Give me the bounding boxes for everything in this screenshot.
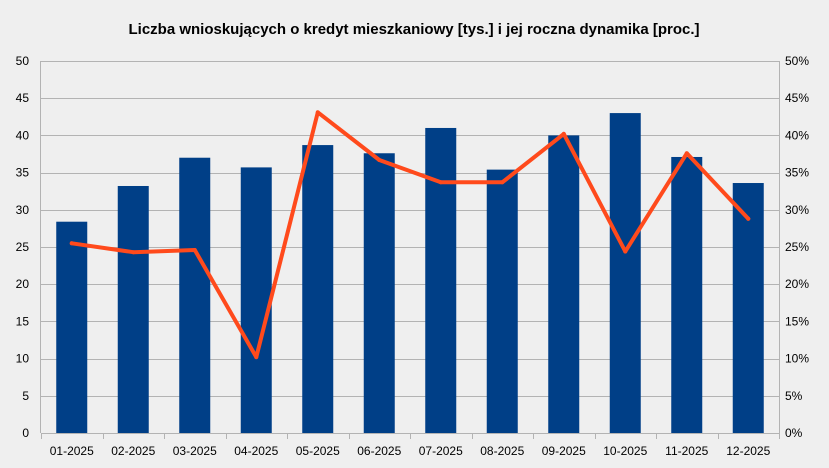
x-tick-label: 12-2025	[726, 444, 770, 458]
bar	[732, 183, 764, 433]
y2-tick-label: 35%	[785, 166, 809, 180]
y2-tick-label: 40%	[785, 128, 809, 142]
y2-tick-label: 45%	[785, 91, 809, 105]
line-point	[746, 216, 751, 221]
bar	[363, 153, 395, 434]
x-tick-label: 01-2025	[50, 444, 94, 458]
y-tick-label: 50	[16, 54, 30, 68]
y-tick-label: 5	[22, 389, 29, 403]
bar	[302, 145, 334, 433]
y2-tick-label: 10%	[785, 352, 809, 366]
bar	[56, 221, 88, 433]
line-point	[684, 151, 689, 156]
x-tick-label: 09-2025	[542, 444, 586, 458]
y-tick-label: 45	[16, 91, 30, 105]
bar	[425, 127, 457, 434]
bar	[117, 185, 149, 433]
y2-tick-label: 20%	[785, 277, 809, 291]
bar	[240, 167, 272, 433]
x-tick-label: 03-2025	[173, 444, 217, 458]
x-tick-label: 10-2025	[603, 444, 647, 458]
y-tick-label: 40	[16, 128, 30, 142]
bar	[548, 135, 580, 433]
x-tick-label: 06-2025	[357, 444, 401, 458]
line-point	[377, 157, 382, 162]
y2-tick-label: 30%	[785, 203, 809, 217]
line-point	[192, 247, 197, 252]
bar	[671, 156, 703, 433]
y-tick-label: 30	[16, 203, 30, 217]
y-tick-label: 35	[16, 166, 30, 180]
y2-tick-label: 5%	[785, 389, 803, 403]
y2-tick-label: 15%	[785, 314, 809, 328]
line-point	[561, 131, 566, 136]
chart-title: Liczba wnioskujących o kredyt mieszkanio…	[128, 21, 699, 38]
x-tick-label: 08-2025	[480, 444, 524, 458]
x-tick-label: 07-2025	[419, 444, 463, 458]
y-tick-label: 20	[16, 277, 30, 291]
x-tick-label: 02-2025	[111, 444, 155, 458]
x-tick-label: 05-2025	[296, 444, 340, 458]
y2-tick-label: 0%	[785, 426, 803, 440]
x-tick-label: 11-2025	[665, 444, 708, 458]
bar	[179, 157, 211, 433]
line-point	[69, 241, 74, 246]
y-tick-label: 0	[22, 426, 29, 440]
line-point	[500, 180, 505, 185]
line-point	[254, 355, 259, 360]
line-point	[623, 249, 628, 254]
line-series	[69, 110, 751, 360]
line-point	[315, 110, 320, 115]
line-point	[131, 250, 136, 255]
y-tick-label: 15	[16, 314, 30, 328]
y-tick-label: 25	[16, 240, 30, 254]
y2-tick-label: 25%	[785, 240, 809, 254]
line-point	[438, 180, 443, 185]
y2-tick-label: 50%	[785, 54, 809, 68]
bar	[486, 169, 518, 433]
bar	[609, 113, 641, 433]
x-tick-label: 04-2025	[234, 444, 278, 458]
y-tick-label: 10	[16, 352, 30, 366]
